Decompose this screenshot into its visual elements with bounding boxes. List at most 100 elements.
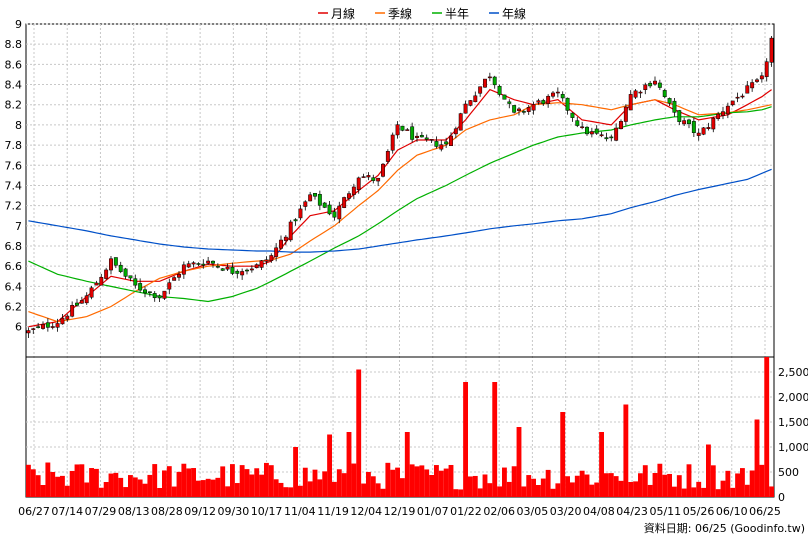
volume-bar — [589, 484, 595, 497]
volume-bar — [628, 481, 634, 497]
price-tick-label: 6.8 — [5, 240, 23, 253]
volume-bar — [468, 476, 473, 497]
volume-bar — [147, 474, 153, 497]
candle-up — [249, 268, 254, 271]
candle-up — [351, 186, 356, 195]
volume-bar — [404, 432, 410, 497]
candle-up — [589, 131, 594, 135]
candle-down — [492, 76, 497, 86]
volume-bar — [312, 469, 318, 497]
candle-up — [26, 330, 31, 334]
volume-bar — [64, 485, 70, 497]
volume-bar — [618, 480, 624, 497]
candle-up — [735, 96, 740, 99]
candle-down — [143, 289, 147, 294]
candle-down — [113, 257, 118, 266]
volume-axis: 0 500 1,000 1,500 2,000 2,500 — [778, 366, 808, 504]
volume-bar — [322, 471, 328, 497]
price-tick-label: 6.4 — [5, 280, 23, 293]
volume-bar — [744, 484, 750, 497]
volume-bar — [332, 481, 337, 497]
date-tick-label: 02/06 — [483, 505, 515, 518]
candle-up — [449, 135, 453, 146]
candle-up — [638, 91, 643, 94]
candle-up — [225, 266, 230, 270]
price-tick-label: 7.6 — [5, 159, 23, 172]
volume-bar — [220, 466, 226, 497]
candle-down — [521, 111, 526, 113]
volume-bar — [118, 477, 124, 497]
candle-up — [745, 85, 750, 94]
candle-down — [512, 105, 517, 113]
candle-up — [740, 95, 745, 98]
candle-down — [235, 270, 240, 274]
candle-up — [599, 134, 604, 137]
volume-bar — [273, 479, 279, 497]
date-tick-label: 09/12 — [184, 505, 216, 518]
date-tick-label: 05/11 — [649, 505, 681, 518]
candle-up — [259, 260, 264, 268]
candle-up — [682, 120, 687, 125]
volume-bar — [123, 487, 128, 497]
candle-up — [308, 194, 313, 202]
volume-bar — [132, 477, 138, 497]
volume-bar — [754, 419, 760, 497]
candle-up — [104, 269, 109, 279]
candle-up — [730, 100, 735, 106]
volume-bar — [361, 483, 366, 497]
volume-bar — [652, 473, 658, 497]
volume-bar — [662, 474, 668, 497]
volume-bar — [186, 468, 192, 497]
volume-bar — [35, 475, 41, 497]
candle-down — [560, 94, 565, 99]
candle-up — [240, 271, 245, 276]
date-tick-label: 01/07 — [417, 505, 449, 518]
candle-up — [468, 100, 473, 106]
candle-up — [298, 208, 303, 219]
date-tick-label: 04/08 — [583, 505, 615, 518]
candle-down — [317, 194, 322, 206]
volume-bar — [521, 486, 527, 497]
candle-up — [473, 95, 478, 103]
date-tick-label: 09/30 — [218, 505, 250, 518]
volume-bar — [642, 465, 648, 497]
price-tick-label: 7.4 — [5, 179, 23, 192]
candle-down — [502, 94, 507, 100]
volume-bar — [142, 483, 148, 497]
volume-bar — [681, 488, 687, 497]
volume-bar — [162, 470, 167, 497]
candle-up — [755, 79, 759, 82]
candle-down — [147, 291, 152, 293]
volume-bar — [244, 469, 250, 497]
volume-bar — [749, 470, 755, 497]
volume-bar — [45, 462, 51, 497]
volume-bar — [380, 488, 386, 497]
candle-down — [75, 302, 79, 306]
volume-bar — [385, 462, 391, 497]
candle-up — [288, 221, 293, 241]
candle-up — [94, 282, 99, 286]
candle-up — [536, 100, 541, 103]
volume-bars — [26, 357, 774, 497]
candle-down — [327, 204, 332, 215]
volume-bar — [710, 465, 716, 497]
candle-up — [385, 151, 390, 162]
candle-up — [342, 197, 347, 208]
candle-up — [750, 82, 755, 89]
volume-bar — [691, 487, 697, 497]
candle-up — [99, 277, 104, 286]
volume-bar — [103, 482, 109, 497]
volume-bar — [638, 473, 643, 497]
volume-bar — [735, 473, 740, 497]
volume-bar — [74, 464, 80, 497]
volume-bar — [487, 483, 493, 497]
candle-up — [725, 105, 730, 115]
ma-line-季線 — [28, 99, 772, 323]
volume-bar — [356, 369, 362, 497]
volume-tick-label: 500 — [778, 466, 799, 479]
candle-down — [201, 263, 206, 266]
volume-bar — [686, 464, 692, 497]
volume-bar — [200, 480, 206, 497]
candle-down — [507, 101, 512, 104]
volume-bar — [234, 483, 240, 497]
